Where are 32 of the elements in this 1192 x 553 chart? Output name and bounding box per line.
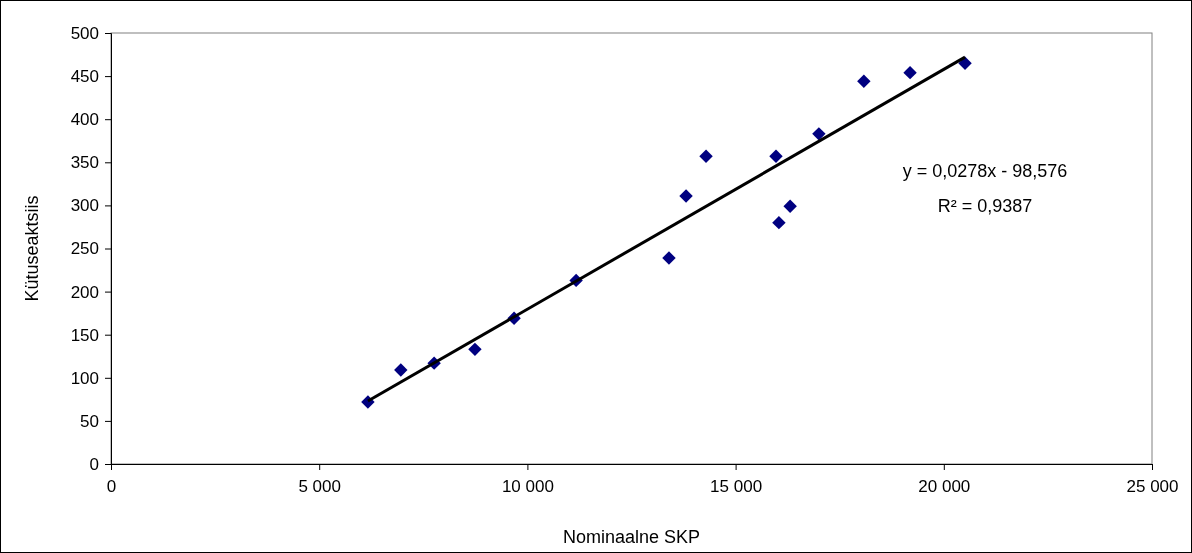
point xyxy=(783,199,797,213)
y-tick-label: 100 xyxy=(70,368,99,388)
y-tick-label: 150 xyxy=(70,325,99,345)
y-tick-label: 200 xyxy=(70,282,99,302)
point xyxy=(772,215,786,230)
point xyxy=(812,127,826,141)
annotation: y = 0,0278x - 98,576 xyxy=(902,161,1068,181)
y-tick-label: 500 xyxy=(70,23,99,43)
y-tick-label: 0 xyxy=(89,454,99,474)
point xyxy=(394,363,408,377)
x-axis-title: Nominaalne SKP xyxy=(562,527,701,547)
point xyxy=(679,189,693,203)
point xyxy=(699,149,713,163)
y-tick-label: 50 xyxy=(80,411,99,431)
y-tick-label: 450 xyxy=(70,67,99,87)
y-tick-label: 350 xyxy=(70,153,99,173)
point xyxy=(769,149,783,163)
x-tick-label: 10 000 xyxy=(501,477,554,497)
x-tick-label: 0 xyxy=(106,477,117,497)
point xyxy=(468,342,482,357)
point xyxy=(662,251,676,265)
x-tick-label: 25 000 xyxy=(1126,477,1179,497)
y-tick-label: 300 xyxy=(70,196,99,216)
point xyxy=(903,65,917,80)
x-tick-label: 20 000 xyxy=(918,477,971,497)
x-tick-label: 5 000 xyxy=(298,477,341,497)
y-tick-label: 400 xyxy=(70,110,99,130)
x-tick-label: 15 000 xyxy=(710,477,763,497)
point xyxy=(857,74,871,88)
annotation: R² = 0,9387 xyxy=(937,196,1033,216)
y-tick-label: 250 xyxy=(70,239,99,259)
y-axis-title: Kütuseaktsiis xyxy=(22,195,42,302)
